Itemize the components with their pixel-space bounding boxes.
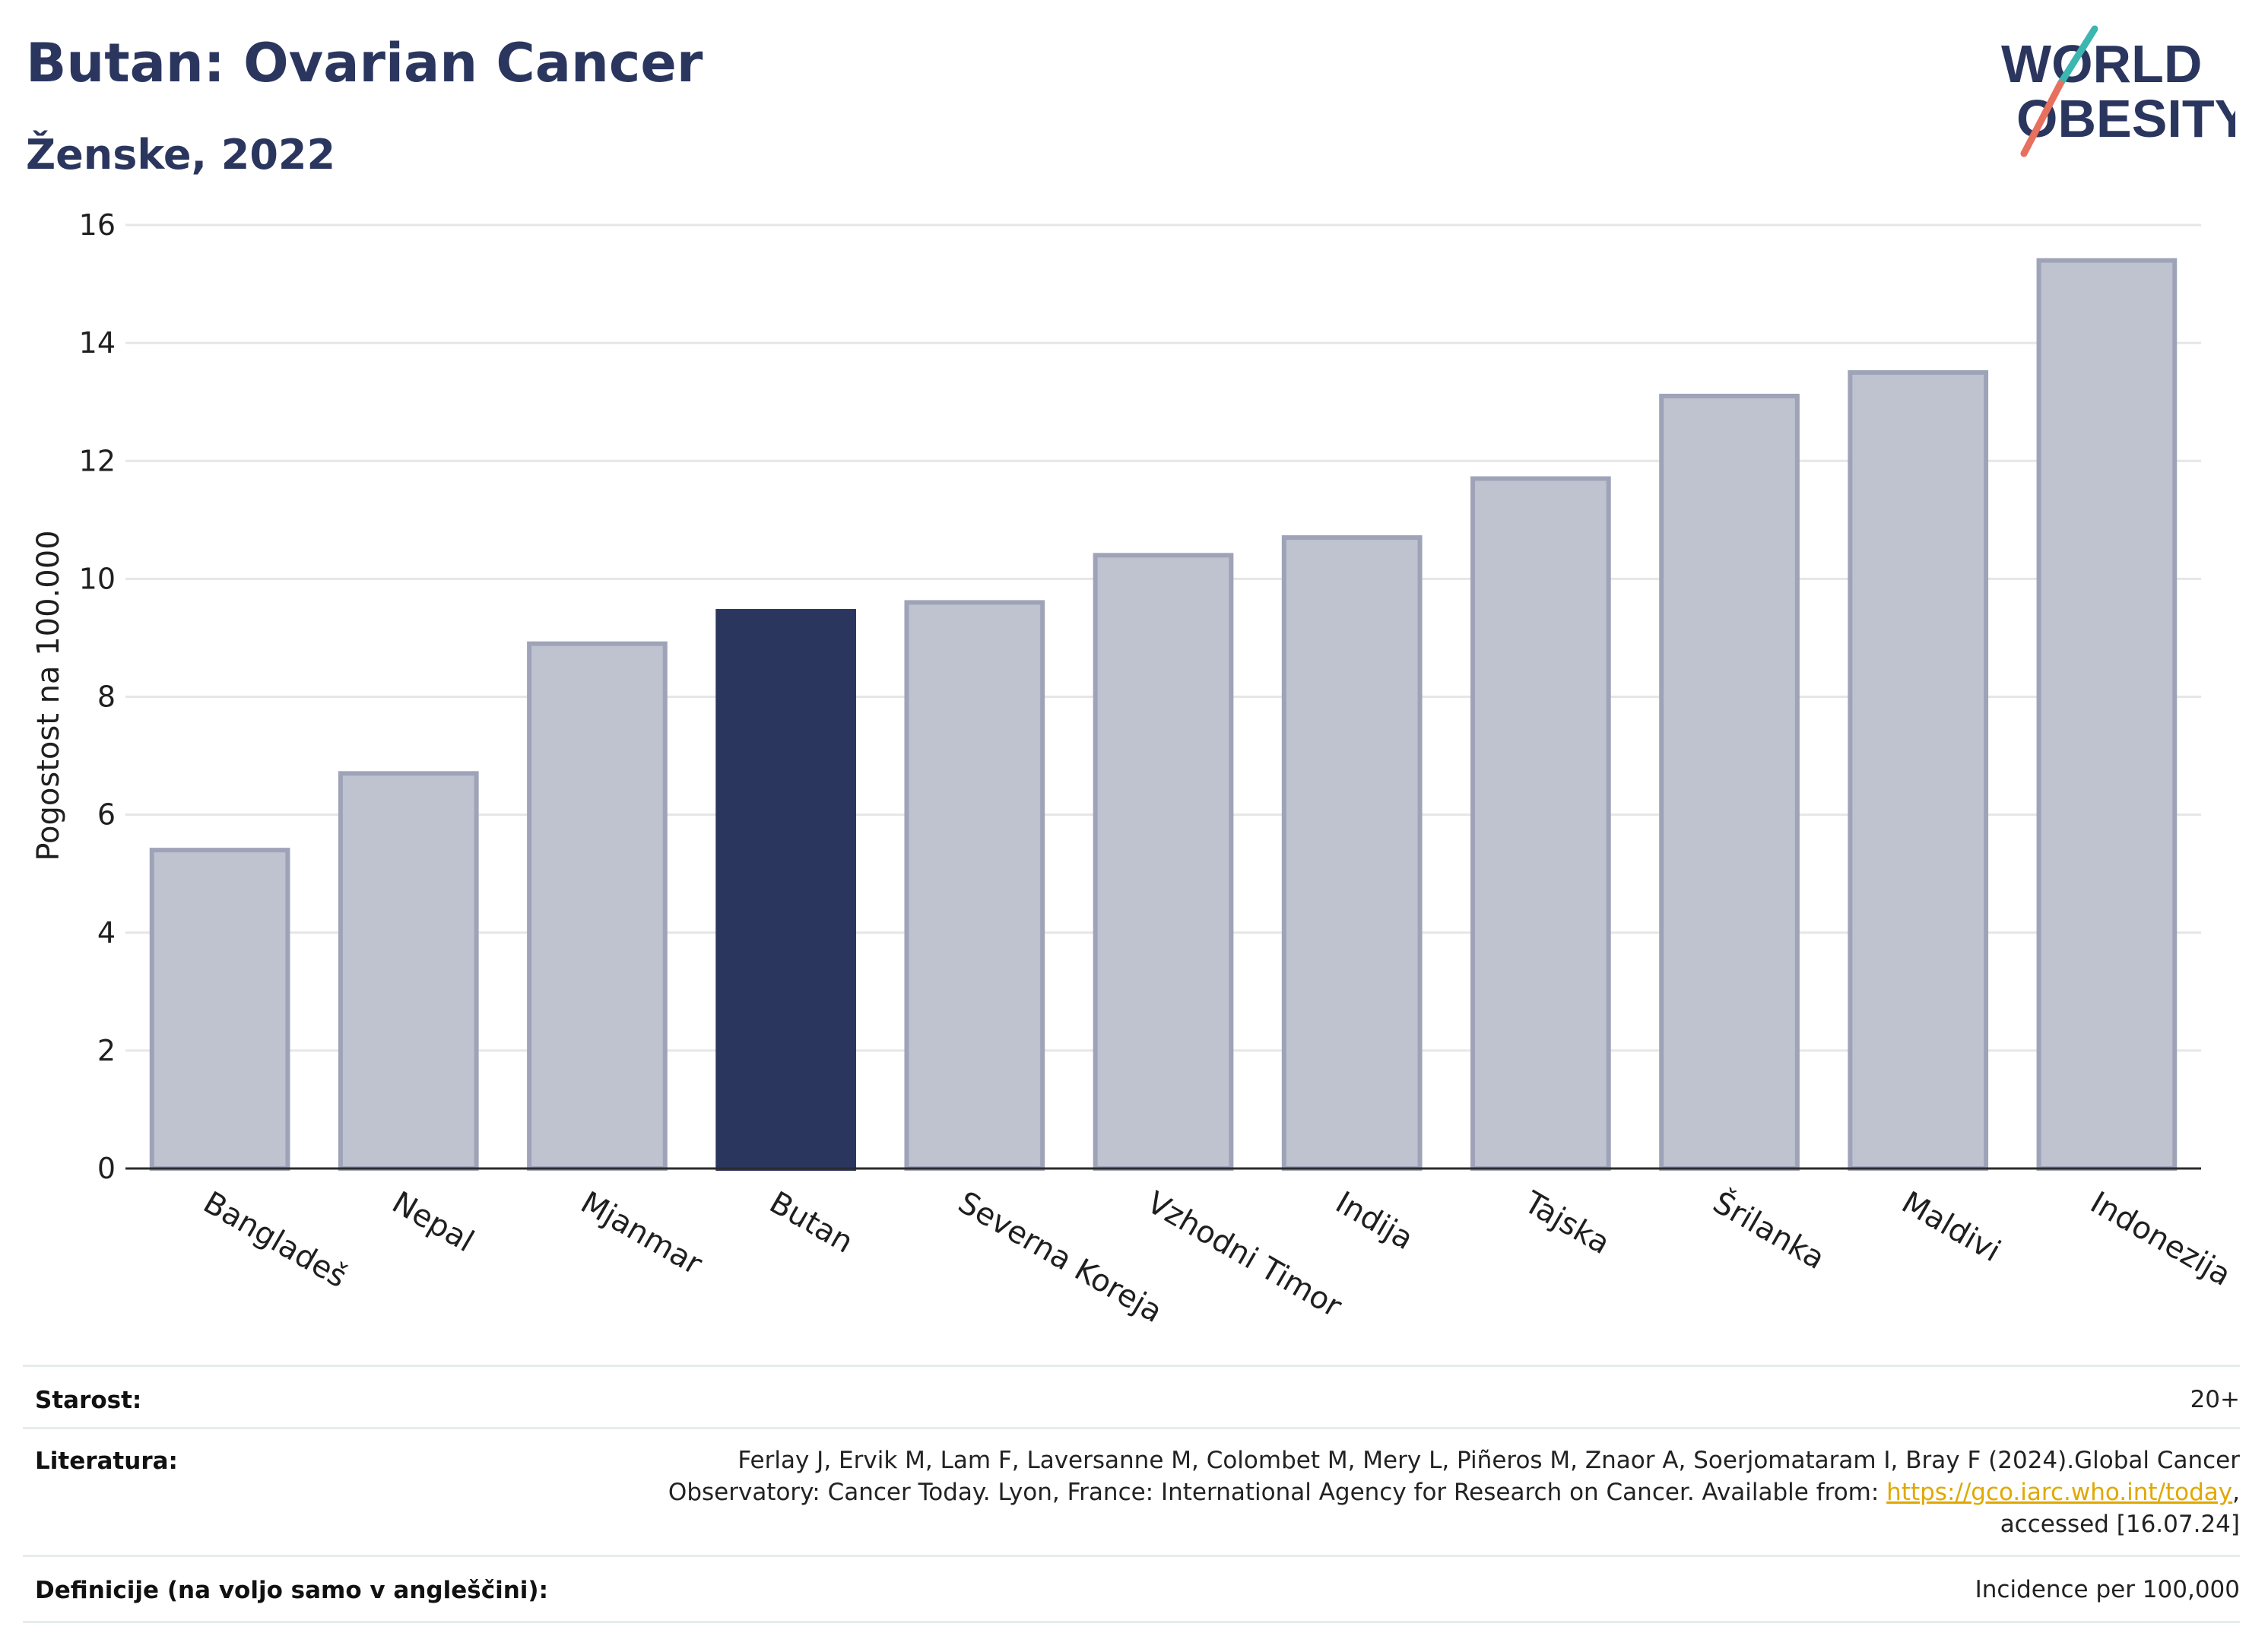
literature-line-1: Ferlay J, Ervik M, Lam F, Laversanne M, … (738, 1447, 2240, 1474)
literature-row: Literatura: Ferlay J, Ervik M, Lam F, La… (23, 1427, 2240, 1557)
y-tick-label: 10 (79, 562, 116, 595)
page-subtitle: Ženske, 2022 (26, 131, 336, 179)
y-tick-label: 0 (97, 1152, 116, 1185)
bar-maldivi (1848, 369, 1989, 1171)
literature-label: Literatura: (35, 1447, 178, 1475)
literature-line-2-text: Observatory: Cancer Today. Lyon, France:… (668, 1479, 1887, 1506)
x-tick-label: Severna Koreja (952, 1185, 1168, 1330)
x-tick-label: Vzhodni Timor (1141, 1185, 1348, 1325)
world-obesity-logo: WORLD OBESITY (2001, 25, 2235, 157)
y-tick-label: 16 (79, 208, 116, 242)
x-tick-label: Maldivi (1895, 1185, 2006, 1270)
bar-chart: 0 2 4 6 8 10 12 14 16 Bangladeš Nepal Mjanmar Butan… (79, 208, 2237, 1330)
y-tick-label: 12 (79, 444, 116, 477)
bar-nepal (338, 771, 479, 1171)
page-title: Butan: Ovarian Cancer (26, 32, 703, 94)
bar-indonezija (2036, 258, 2178, 1172)
bar-bangladeš (149, 848, 290, 1171)
bar-šrilanka (1659, 393, 1800, 1171)
bar-mjanmar (527, 641, 668, 1171)
y-tick-label: 6 (97, 798, 116, 832)
literature-line-3: accessed [16.07.24] (2000, 1511, 2240, 1538)
definitions-value: Incidence per 100,000 (1975, 1576, 2240, 1603)
x-tick-label: Nepal (386, 1185, 480, 1260)
definitions-label: Definicije (na voljo samo v angleščini): (35, 1577, 548, 1604)
bar-indija (1281, 535, 1423, 1171)
bar-severna-koreja (904, 600, 1045, 1171)
literature-link[interactable]: https://gco.iarc.who.int/today (1886, 1479, 2233, 1506)
x-tick-label: Bangladeš (198, 1185, 353, 1295)
y-tick-label: 4 (97, 916, 116, 950)
logo-slash-red (2020, 80, 2064, 157)
logo-slash-teal (2057, 25, 2098, 87)
literature-line-2-comma: , (2232, 1479, 2240, 1506)
y-tick-label: 8 (97, 680, 116, 714)
y-tick-label: 2 (97, 1034, 116, 1067)
logo-text-world: WORLD (2001, 34, 2202, 94)
definitions-row: Definicije (na voljo samo v angleščini):… (23, 1555, 2240, 1623)
age-row: Starost: 20+ (23, 1365, 2240, 1429)
x-tick-label: Tajska (1518, 1184, 1616, 1261)
y-tick-label: 14 (79, 326, 116, 360)
literature-line-2: Observatory: Cancer Today. Lyon, France:… (491, 1476, 2240, 1508)
x-tick-label: Indija (1330, 1185, 1420, 1257)
bar-butan (715, 609, 856, 1171)
y-tick-labels: 0 2 4 6 8 10 12 14 16 (79, 208, 116, 1185)
age-label: Starost: (35, 1387, 142, 1414)
x-tick-labels: Bangladeš Nepal Mjanmar Butan Severna Koreja… (198, 1184, 2237, 1330)
bar-vzhodni-timor (1093, 553, 1234, 1171)
bar-tajska (1470, 476, 1611, 1171)
literature-value: Ferlay J, Ervik M, Lam F, Laversanne M, … (491, 1444, 2240, 1540)
bars (149, 258, 2178, 1172)
x-tick-label: Mjanmar (575, 1185, 708, 1283)
x-tick-label: Indonezija (2085, 1185, 2237, 1293)
age-value: 20+ (2190, 1386, 2240, 1413)
x-tick-label: Šrilanka (1707, 1184, 1831, 1276)
x-tick-label: Butan (763, 1185, 858, 1260)
